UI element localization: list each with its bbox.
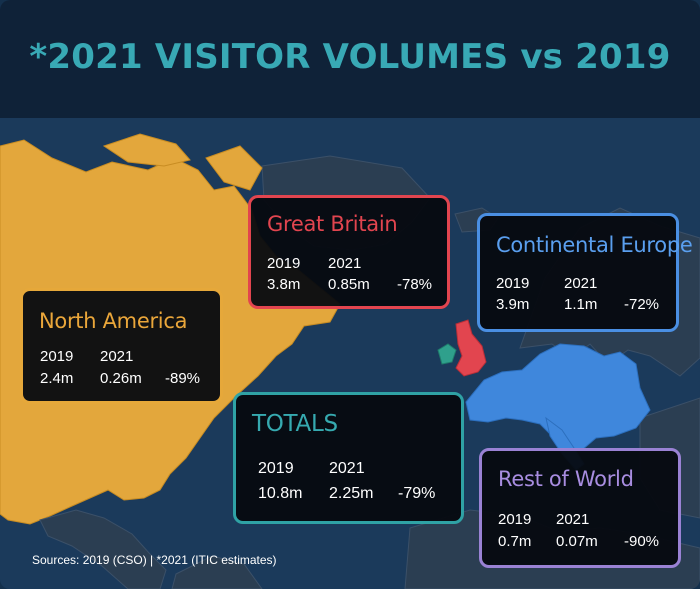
continental-europe-title: Continental Europe (496, 233, 693, 257)
continental-europe-year-2019: 2019 (496, 275, 530, 292)
sources-note: Sources: 2019 (CSO) | *2021 (ITIC estima… (32, 553, 277, 567)
totals-value-2021: 2.25m (329, 485, 374, 502)
north-america-card: North America 2019 2021 2.4m 0.26m -89% (20, 288, 223, 404)
continental-europe-land (465, 343, 651, 451)
totals-value-2019: 10.8m (258, 485, 303, 502)
great-britain-title: Great Britain (267, 212, 398, 236)
rest-of-world-change: -90% (624, 533, 660, 550)
rest-of-world-value-2021: 0.07m (556, 533, 598, 550)
page-title: *2021 VISITOR VOLUMES vs 2019 (29, 37, 671, 77)
continental-europe-card: Continental Europe 2019 2021 3.9m 1.1m -… (477, 213, 693, 332)
north-america-year-2019: 2019 (40, 348, 74, 365)
rest-of-world-title: Rest of World (498, 467, 634, 491)
north-america-title: North America (39, 309, 188, 333)
rest-of-world-value-2019: 0.7m (498, 533, 532, 550)
great-britain-change: -78% (397, 276, 433, 293)
continental-europe-value-2021: 1.1m (564, 296, 598, 313)
great-britain-value-2019: 3.8m (267, 276, 301, 293)
header-bar: *2021 VISITOR VOLUMES vs 2019 (0, 0, 700, 118)
great-britain-value-2021: 0.85m (328, 276, 370, 293)
great-britain-year-2021: 2021 (328, 255, 362, 272)
north-america-change: -89% (165, 370, 201, 387)
ireland-land (437, 343, 457, 365)
totals-title: TOTALS (252, 411, 338, 437)
central-america-land (39, 509, 167, 589)
north-america-year-2021: 2021 (100, 348, 134, 365)
baffin-island-land (205, 145, 263, 191)
totals-change: -79% (398, 485, 436, 502)
continental-europe-year-2021: 2021 (564, 275, 598, 292)
rest-of-world-year-2021: 2021 (556, 511, 590, 528)
rest-of-world-year-2019: 2019 (498, 511, 532, 528)
totals-card: TOTALS 2019 2021 10.8m 2.25m -79% (233, 392, 464, 524)
totals-year-2019: 2019 (258, 460, 294, 477)
great-britain-year-2019: 2019 (267, 255, 301, 272)
continental-europe-change: -72% (624, 296, 660, 313)
arctic-islands-land (102, 133, 191, 167)
great-britain-card: Great Britain 2019 2021 3.8m 0.85m -78% (248, 195, 450, 309)
south-america-land (171, 555, 263, 589)
continental-europe-value-2019: 3.9m (496, 296, 530, 313)
great-britain-land (455, 319, 487, 377)
north-america-value-2021: 0.26m (100, 370, 142, 387)
totals-year-2021: 2021 (329, 460, 365, 477)
rest-of-world-card: Rest of World 2019 2021 0.7m 0.07m -90% (479, 448, 681, 568)
north-america-value-2019: 2.4m (40, 370, 74, 387)
